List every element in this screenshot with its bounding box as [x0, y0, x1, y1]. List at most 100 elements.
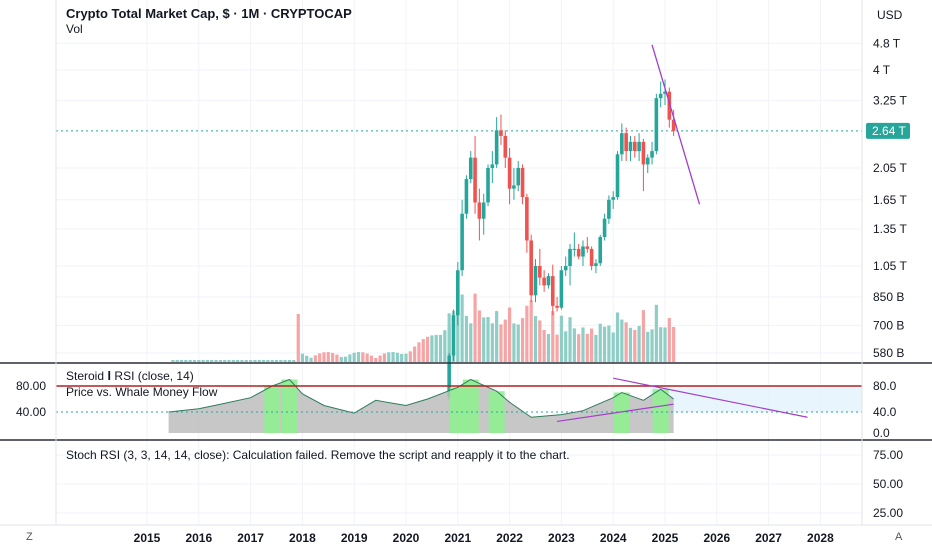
- rsi-left-label: 80.00: [16, 379, 46, 393]
- volume-bar: [369, 355, 374, 362]
- volume-bar: [188, 360, 192, 362]
- volume-bar: [654, 304, 658, 362]
- candle-body: [456, 270, 460, 316]
- volume-bar: [650, 329, 654, 362]
- candle-body: [581, 246, 585, 257]
- volume-bar: [270, 360, 274, 362]
- candle-body: [563, 266, 568, 271]
- volume-bar: [335, 354, 339, 362]
- volume-bar: [482, 317, 486, 362]
- volume-bar: [348, 354, 352, 362]
- volume-bar: [253, 360, 257, 362]
- volume-bar: [464, 315, 469, 362]
- candle-body: [645, 157, 650, 165]
- volume-bar: [641, 310, 646, 362]
- volume-bar: [197, 360, 201, 362]
- volume-bar: [555, 334, 559, 362]
- x-tick-label: 2019: [341, 531, 368, 545]
- volume-bar: [296, 314, 300, 362]
- candle-body: [667, 91, 672, 120]
- candle-body: [572, 248, 577, 250]
- rsi-line: [168, 378, 674, 418]
- currency-label[interactable]: USD: [877, 8, 903, 22]
- volume-bar: [525, 305, 529, 362]
- volume-bar: [590, 328, 594, 362]
- volume-bar: [508, 307, 512, 362]
- rsi-overbought-zone: [462, 379, 479, 433]
- candle-body: [555, 305, 559, 308]
- candle-body: [481, 202, 486, 219]
- volume-bar: [598, 323, 602, 362]
- candle-body: [585, 246, 590, 249]
- volume-bar: [572, 328, 576, 362]
- rsi-right-tick: 40.0: [873, 405, 897, 419]
- rsi-overbought-zone: [449, 387, 466, 433]
- volume-bar: [218, 360, 222, 362]
- volume-bar: [404, 353, 408, 362]
- volume-bar: [378, 355, 382, 362]
- rsi-left-label: 40.00: [16, 405, 46, 419]
- candle-body: [550, 276, 555, 306]
- volume-bar: [179, 360, 184, 362]
- rsi-overbought-zone: [652, 389, 669, 433]
- volume-bar: [244, 360, 248, 362]
- volume-bar: [339, 356, 343, 362]
- auto-scale-toggle[interactable]: A: [895, 531, 903, 543]
- volume-bar: [667, 317, 671, 362]
- rsi-overbought-zone: [281, 379, 298, 433]
- volume-bar: [594, 334, 598, 362]
- volume-bar: [309, 357, 313, 362]
- candle-body: [499, 130, 503, 136]
- volume-bar: [659, 327, 663, 362]
- rsi-area: [168, 379, 674, 433]
- candle-body: [654, 98, 659, 152]
- candle-body: [516, 167, 521, 186]
- volume-bar: [443, 330, 447, 362]
- candle-body: [658, 93, 663, 99]
- candle-body: [650, 151, 654, 158]
- candle-body: [624, 133, 628, 152]
- candle-body: [490, 164, 495, 168]
- candle-body: [641, 141, 646, 165]
- rsi-band: [650, 386, 862, 412]
- candle-body: [503, 135, 508, 158]
- price-trendline: [651, 44, 701, 205]
- volume-bar: [210, 360, 214, 362]
- candle-body: [611, 197, 615, 200]
- candle-body: [598, 236, 603, 264]
- x-tick-label: 2027: [755, 531, 782, 545]
- volume-bar: [382, 353, 387, 362]
- candle-body: [589, 248, 594, 266]
- volume-bar: [318, 353, 322, 362]
- grid-layer: [56, 0, 862, 525]
- y-tick-label: 1.65 T: [873, 193, 907, 207]
- rsi-indicator-title[interactable]: Steroid 𝐈 RSI (close, 14): [66, 369, 194, 383]
- axis-layer: 2015 2016 2017 2018 2019 2020 2021 2022 2023 2024…: [16, 36, 907, 545]
- stoch-right-tick: 50.00: [873, 477, 903, 491]
- x-tick-label: 2017: [237, 531, 264, 545]
- volume-bar: [374, 357, 378, 362]
- timezone-toggle[interactable]: Z: [26, 531, 33, 543]
- volume-bar: [495, 311, 499, 362]
- chart-title[interactable]: Crypto Total Market Cap, $ · 1M · CRYPTO…: [66, 6, 352, 21]
- volume-bar: [387, 352, 391, 362]
- volume-bar: [395, 352, 399, 362]
- volume-bar: [356, 352, 361, 362]
- volume-bar: [663, 327, 667, 362]
- volume-bar: [231, 360, 235, 362]
- volume-bar: [516, 324, 520, 362]
- candle-body: [546, 276, 551, 286]
- candle-body: [460, 213, 464, 271]
- candle-body: [607, 199, 611, 219]
- y-tick-label: 850 B: [873, 290, 904, 304]
- price-trendline-layer: [651, 44, 701, 205]
- candle-body: [594, 263, 598, 266]
- volume-bar: [460, 294, 464, 362]
- volume-bar: [391, 352, 395, 362]
- volume-bar: [512, 323, 516, 362]
- volume-bar: [637, 325, 641, 362]
- stoch-rsi-error-message: Stoch RSI (3, 3, 14, 14, close): Calcula…: [66, 448, 570, 462]
- volume-bar: [490, 323, 494, 362]
- volume-legend[interactable]: Vol: [66, 22, 83, 36]
- volume-bar: [615, 312, 620, 362]
